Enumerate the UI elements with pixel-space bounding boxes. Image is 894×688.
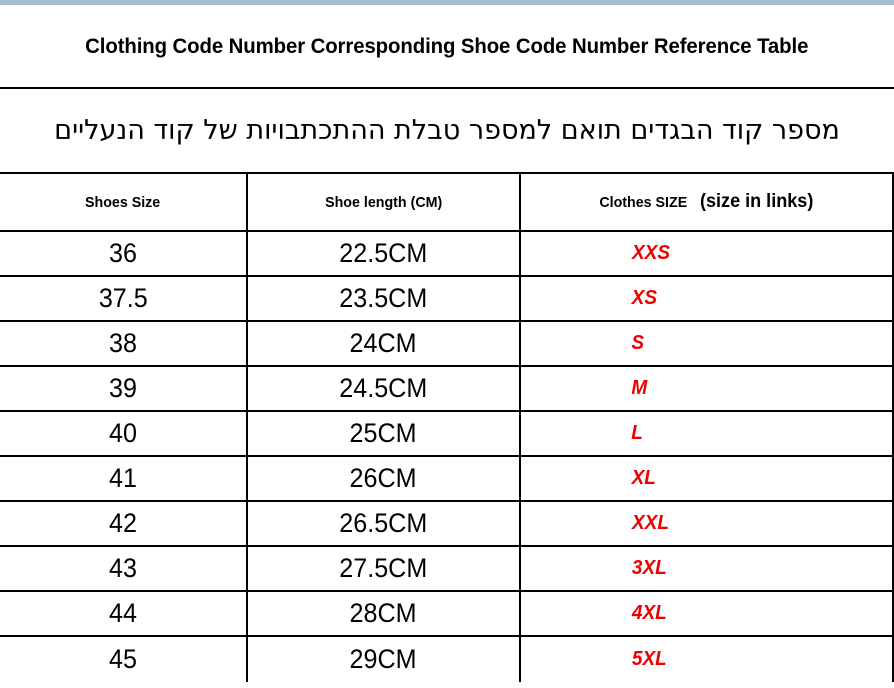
cell-shoe-length: 23.5CM [248,277,521,320]
table-row: 39 24.5CM M [0,367,894,412]
header-label-clothes-size: Clothes SIZE [599,194,688,211]
value-shoe-length: 23.5CM [339,283,428,313]
value-shoes-size: 40 [109,418,137,448]
value-shoes-size: 36 [109,238,137,268]
cell-shoes-size: 45 [0,637,248,682]
value-clothes-size: XXL [631,512,669,534]
value-clothes-size: 3XL [631,557,667,579]
value-shoe-length: 24CM [350,328,417,358]
page-subtitle-hebrew: מספר קוד הבגדים תואם למספר טבלת ההתכתבוי… [54,115,840,146]
table-row: 36 22.5CM XXS [0,232,894,277]
header-label-size-in-links: (size in links) [699,191,813,212]
cell-shoe-length: 24.5CM [248,367,521,410]
cell-shoe-length: 28CM [248,592,521,635]
header-label-clothes-size-combo: Clothes SIZE (size in links) [597,191,816,213]
size-conversion-table: Shoes Size Shoe length (CM) Clothes SIZE… [0,174,894,682]
value-clothes-size: XXS [632,242,671,264]
table-row: 41 26CM XL [0,457,894,502]
cell-shoes-size: 41 [0,457,248,500]
header-cell-shoe-length: Shoe length (CM) [248,174,521,230]
value-shoes-size: 45 [109,644,137,674]
cell-clothes-size: 4XL [521,592,894,635]
value-shoes-size: 44 [109,598,137,628]
value-shoe-length: 27.5CM [339,553,428,583]
title-block: Clothing Code Number Corresponding Shoe … [0,5,894,88]
cell-shoes-size: 37.5 [0,277,248,320]
cell-shoes-size: 42 [0,502,248,545]
cell-shoes-size: 38 [0,322,248,365]
value-shoes-size: 38 [109,328,137,358]
table-row: 42 26.5CM XXL [0,502,894,547]
header-cell-clothes-size: Clothes SIZE (size in links) [521,174,894,230]
value-shoes-size: 43 [109,553,137,583]
cell-shoe-length: 27.5CM [248,547,521,590]
value-clothes-size: 5XL [631,648,667,670]
page-title: Clothing Code Number Corresponding Shoe … [85,34,809,58]
value-shoe-length: 26CM [350,463,417,493]
cell-clothes-size: 3XL [521,547,894,590]
value-clothes-size: L [631,422,643,444]
subtitle-block: מספר קוד הבגדים תואם למספר טבלת ההתכתבוי… [0,89,894,172]
cell-clothes-size: 5XL [521,637,894,682]
header-cell-shoes-size: Shoes Size [0,174,248,230]
cell-clothes-size: M [521,367,894,410]
cell-shoes-size: 39 [0,367,248,410]
value-shoes-size: 41 [109,463,137,493]
divider-under-title [0,87,894,89]
table-row: 38 24CM S [0,322,894,367]
cell-shoes-size: 44 [0,592,248,635]
cell-shoe-length: 24CM [248,322,521,365]
value-shoes-size: 37.5 [98,283,148,313]
cell-clothes-size: XXL [521,502,894,545]
cell-clothes-size: XS [521,277,894,320]
top-accent-strip [0,0,894,5]
table-row: 45 29CM 5XL [0,637,894,682]
value-clothes-size: XS [631,287,658,309]
value-shoe-length: 26.5CM [339,508,428,538]
value-shoe-length: 22.5CM [339,238,428,268]
header-label-shoes-size: Shoes Size [85,193,161,211]
value-shoe-length: 28CM [350,598,417,628]
cell-clothes-size: L [521,412,894,455]
value-clothes-size: M [631,377,648,399]
value-clothes-size: S [631,332,645,354]
table-header-row: Shoes Size Shoe length (CM) Clothes SIZE… [0,174,894,232]
cell-shoes-size: 40 [0,412,248,455]
cell-clothes-size: XXS [521,232,894,275]
table-row: 44 28CM 4XL [0,592,894,637]
cell-shoe-length: 22.5CM [248,232,521,275]
value-shoes-size: 42 [109,508,137,538]
cell-shoe-length: 25CM [248,412,521,455]
value-shoe-length: 25CM [350,418,417,448]
table-row: 40 25CM L [0,412,894,457]
divider-above-table [0,172,894,174]
value-clothes-size: XL [631,467,656,489]
table-row: 37.5 23.5CM XS [0,277,894,322]
cell-clothes-size: XL [521,457,894,500]
cell-shoes-size: 36 [0,232,248,275]
cell-shoe-length: 29CM [248,637,521,682]
cell-shoe-length: 26CM [248,457,521,500]
value-clothes-size: 4XL [631,602,667,624]
value-shoe-length: 29CM [350,644,417,674]
value-shoes-size: 39 [109,373,137,403]
cell-shoes-size: 43 [0,547,248,590]
value-shoe-length: 24.5CM [339,373,428,403]
cell-clothes-size: S [521,322,894,365]
cell-shoe-length: 26.5CM [248,502,521,545]
header-label-shoe-length: Shoe length (CM) [324,193,443,211]
table-row: 43 27.5CM 3XL [0,547,894,592]
